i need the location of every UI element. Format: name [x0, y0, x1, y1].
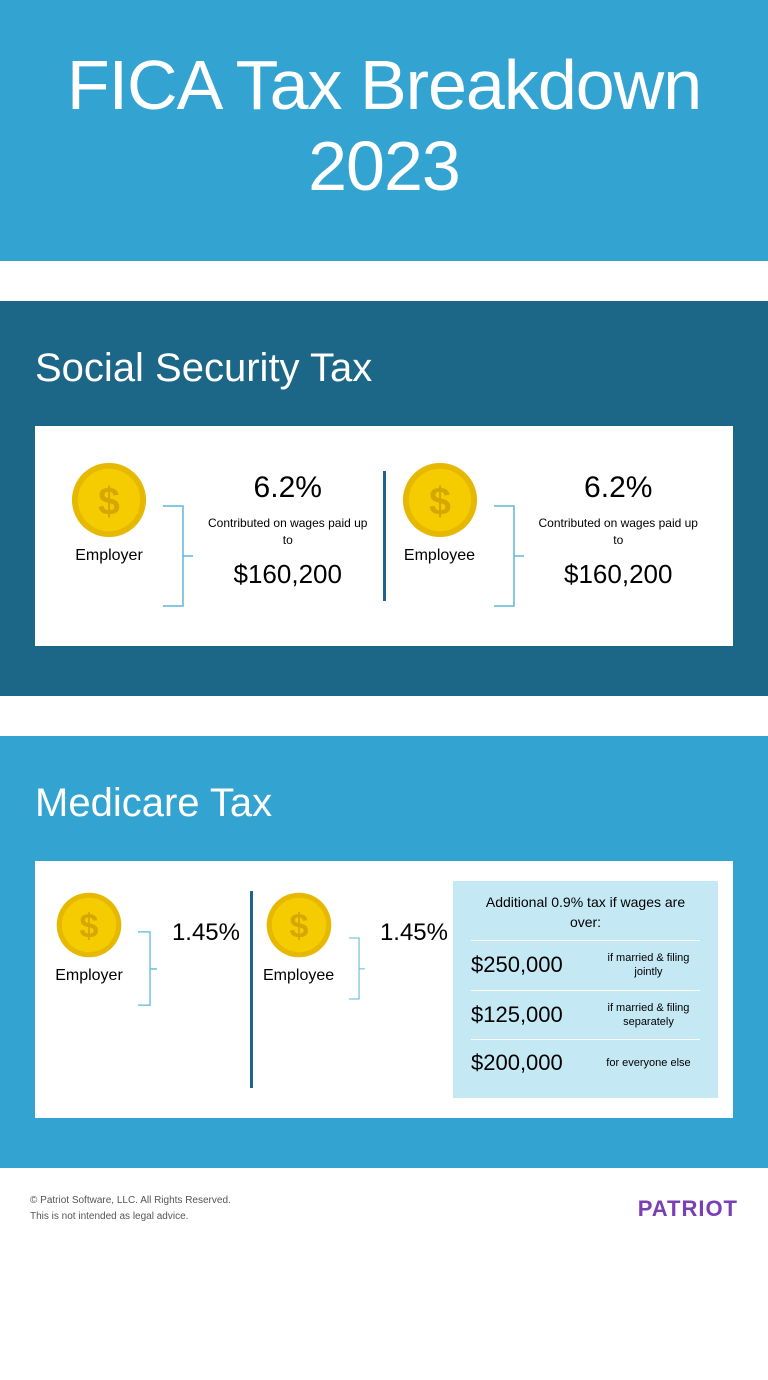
med-employee-coin-block: $ Employee: [263, 891, 334, 985]
vertical-divider: [383, 471, 386, 601]
additional-tax-box: Additional 0.9% tax if wages are over: $…: [453, 881, 718, 1098]
med-employee-col: $ Employee 1.45%: [258, 881, 453, 1098]
ss-employee-label: Employee: [404, 547, 475, 565]
ss-title: Social Security Tax: [35, 346, 733, 391]
med-employee-pct: 1.45%: [380, 919, 448, 947]
addl-desc: if married & filing separately: [597, 1001, 700, 1030]
med-employee-label: Employee: [263, 967, 334, 985]
med-employer-col: $ Employer 1.45%: [50, 881, 245, 1098]
ss-employer-amount: $160,200: [234, 559, 342, 590]
ss-employee-stats: 6.2% Contributed on wages paid up to $16…: [539, 461, 699, 590]
copyright: © Patriot Software, LLC. All Rights Rese…: [30, 1193, 231, 1225]
ss-employer-sub: Contributed on wages paid up to: [208, 515, 368, 549]
ss-employer-pct: 6.2%: [254, 471, 322, 505]
bracket-icon: [138, 921, 157, 1016]
ss-employer-label: Employer: [75, 547, 143, 565]
svg-text:$: $: [289, 908, 308, 946]
addl-desc: if married & filing jointly: [597, 951, 700, 980]
spacer: [0, 261, 768, 301]
ss-card: $ Employer 6.2% Contributed on wages pai…: [35, 426, 733, 646]
ss-employee-col: $ Employee 6.2% Contributed on wages pai…: [391, 461, 709, 611]
coin-icon: $: [401, 461, 479, 539]
svg-text:$: $: [429, 481, 451, 524]
coin-icon: $: [70, 461, 148, 539]
med-employer-label: Employer: [55, 967, 123, 985]
ss-employer-col: $ Employer 6.2% Contributed on wages pai…: [60, 461, 378, 611]
header-banner: FICA Tax Breakdown2023: [0, 0, 768, 261]
addl-desc: for everyone else: [597, 1056, 700, 1070]
svg-text:$: $: [98, 481, 120, 524]
footer: © Patriot Software, LLC. All Rights Rese…: [0, 1168, 768, 1250]
addl-amount: $125,000: [471, 1002, 597, 1028]
med-card: $ Employer 1.45% $ Employee 1.4: [35, 861, 733, 1118]
addl-row: $250,000 if married & filing jointly: [471, 941, 700, 991]
svg-text:$: $: [80, 908, 99, 946]
med-title: Medicare Tax: [35, 781, 733, 826]
brand-logo: PATRIOT: [638, 1196, 738, 1222]
medicare-section: Medicare Tax $ Employer 1.45%: [0, 736, 768, 1168]
bracket-icon: [494, 501, 524, 611]
addl-row: $125,000 if married & filing separately: [471, 991, 700, 1041]
spacer: [0, 696, 768, 736]
med-employer-pct: 1.45%: [172, 919, 240, 947]
social-security-section: Social Security Tax $ Employer 6.2% Cont…: [0, 301, 768, 696]
coin-icon: $: [55, 891, 123, 959]
coin-icon: $: [265, 891, 333, 959]
addl-amount: $250,000: [471, 952, 597, 978]
bracket-icon: [163, 501, 193, 611]
ss-employee-coin-block: $ Employee: [401, 461, 479, 565]
addl-amount: $200,000: [471, 1050, 597, 1076]
ss-employer-coin-block: $ Employer: [70, 461, 148, 565]
addl-title: Additional 0.9% tax if wages are over:: [471, 893, 700, 941]
ss-employee-pct: 6.2%: [584, 471, 652, 505]
page-title: FICA Tax Breakdown2023: [20, 45, 748, 206]
med-employer-coin-block: $ Employer: [55, 891, 123, 985]
copyright-line: © Patriot Software, LLC. All Rights Rese…: [30, 1193, 231, 1209]
ss-employee-sub: Contributed on wages paid up to: [539, 515, 699, 549]
disclaimer-line: This is not intended as legal advice.: [30, 1209, 231, 1225]
vertical-divider: [250, 891, 253, 1088]
addl-row: $200,000 for everyone else: [471, 1040, 700, 1086]
bracket-icon: [349, 921, 365, 1016]
ss-employee-amount: $160,200: [564, 559, 672, 590]
ss-employer-stats: 6.2% Contributed on wages paid up to $16…: [208, 461, 368, 590]
